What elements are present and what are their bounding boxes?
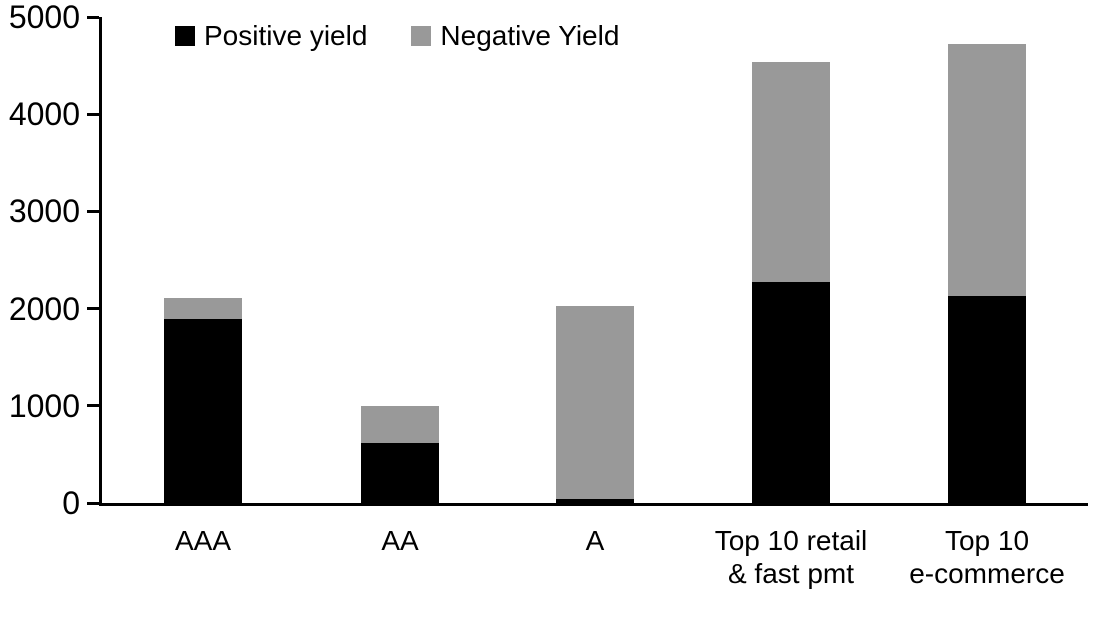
- y-axis-tick: [87, 15, 99, 19]
- x-axis-line: [99, 503, 1088, 506]
- negative-yield-swatch-icon: [411, 26, 432, 46]
- y-axis-tick: [87, 404, 99, 408]
- legend-item-negative-yield: Negative Yield: [411, 22, 619, 50]
- y-axis-tick-label: 2000: [8, 290, 80, 327]
- bar-segment-negative-yield: [164, 297, 242, 320]
- bar-aaa: [164, 297, 242, 503]
- legend-item-positive-yield: Positive yield: [175, 22, 367, 50]
- y-axis-line: [99, 17, 102, 506]
- y-axis-tick-label: 4000: [8, 96, 80, 133]
- y-axis-tick: [87, 307, 99, 311]
- x-axis-label-aaa: AAA: [174, 525, 232, 556]
- bar-a: [556, 305, 634, 503]
- bar-top-10-retail-fast-pmt: [752, 61, 830, 503]
- x-axis-label-top-10-e-commerce: Top 10 e-commerce: [909, 525, 1065, 589]
- x-axis-label-top-10-retail-fast-pmt: Top 10 retail & fast pmt: [714, 525, 868, 589]
- bar-segment-negative-yield: [752, 61, 830, 283]
- chart-legend: Positive yield Negative Yield: [175, 22, 619, 50]
- positive-yield-swatch-icon: [175, 26, 195, 46]
- legend-label-negative-yield: Negative Yield: [440, 20, 620, 51]
- bar-segment-positive-yield: [164, 319, 242, 503]
- y-axis-tick-label: 3000: [8, 193, 80, 230]
- bar-segment-positive-yield: [556, 498, 634, 503]
- x-axis-label-a: A: [585, 525, 605, 556]
- bar-segment-negative-yield: [948, 44, 1026, 296]
- bar-segment-negative-yield: [361, 405, 439, 443]
- bar-top-10-e-commerce: [948, 44, 1026, 503]
- y-axis-tick: [87, 112, 99, 116]
- y-axis-tick-label: 1000: [8, 387, 80, 424]
- bar-segment-positive-yield: [752, 282, 830, 503]
- bar-aa: [361, 405, 439, 503]
- bar-segment-positive-yield: [361, 442, 439, 503]
- legend-label-positive-yield: Positive yield: [204, 20, 368, 51]
- bar-segment-positive-yield: [948, 295, 1026, 503]
- bar-segment-negative-yield: [556, 305, 634, 499]
- y-axis-tick: [87, 209, 99, 213]
- y-axis-tick: [87, 501, 99, 505]
- plot-area: [87, 15, 1088, 506]
- y-axis-tick-label: 5000: [8, 0, 80, 35]
- x-axis-label-aa: AA: [381, 525, 419, 556]
- y-axis-tick-label: 0: [62, 485, 80, 521]
